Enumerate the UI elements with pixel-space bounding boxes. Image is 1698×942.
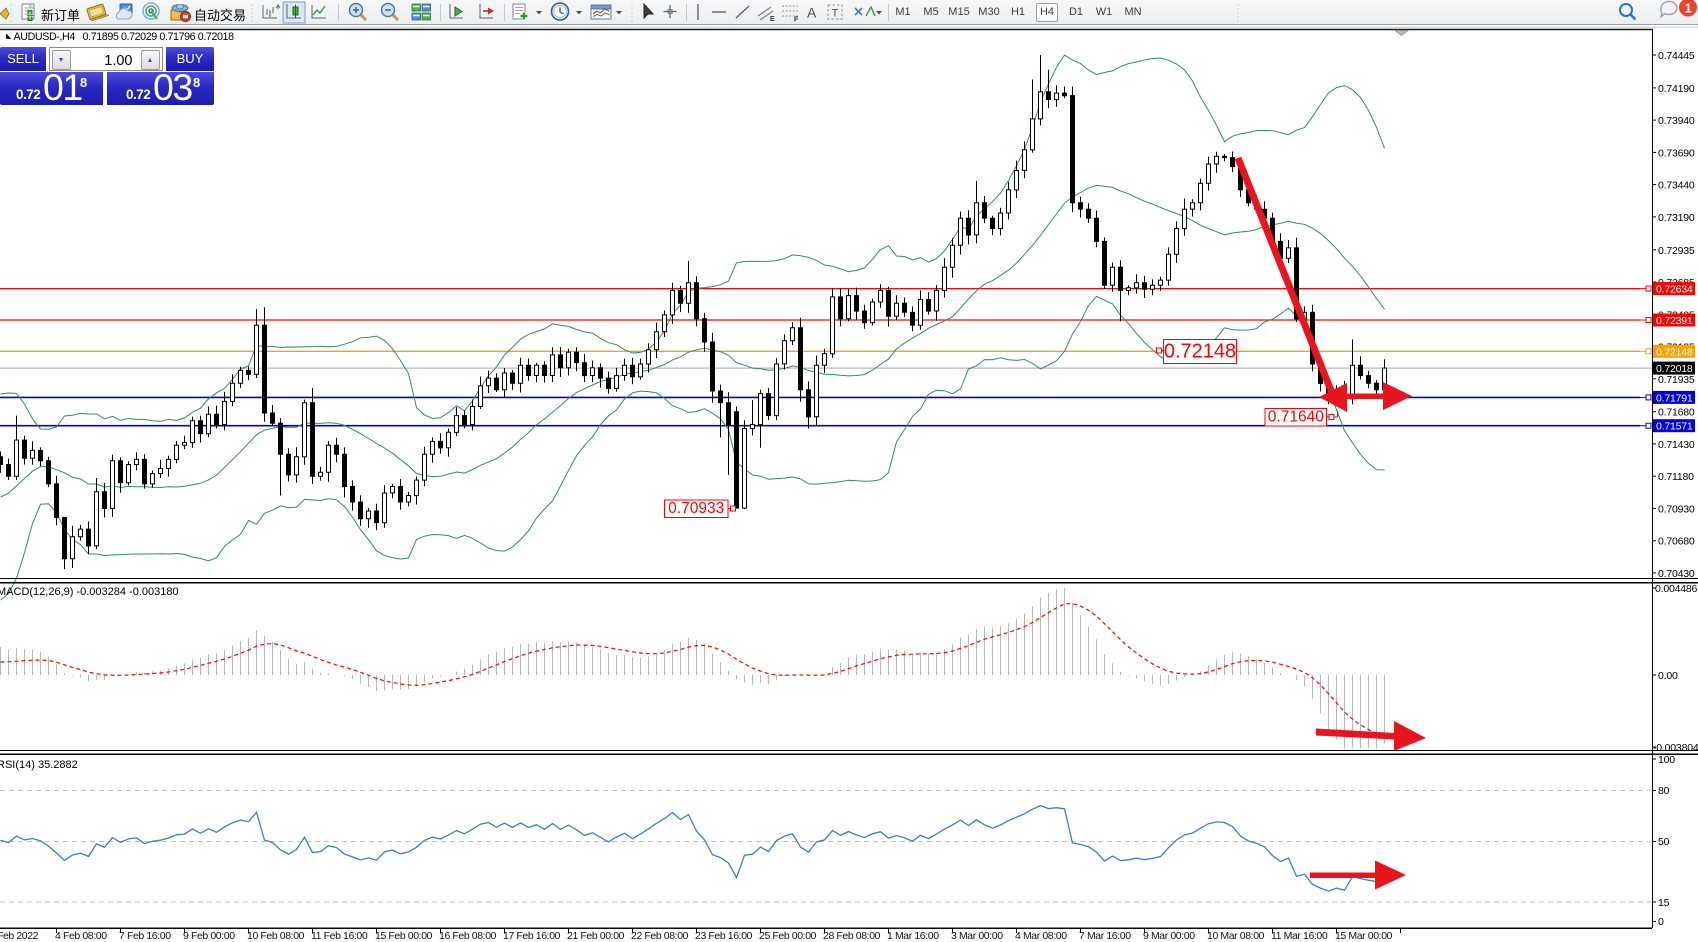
svg-text:28 Feb 08:00: 28 Feb 08:00 xyxy=(823,930,881,942)
svg-text:17 Feb 16:00: 17 Feb 16:00 xyxy=(503,930,561,942)
svg-text:7 Mar 16:00: 7 Mar 16:00 xyxy=(1079,930,1131,942)
svg-text:RSI(14) 35.2882: RSI(14) 35.2882 xyxy=(0,759,78,771)
svg-text:9 Mar 00:00: 9 Mar 00:00 xyxy=(1143,930,1195,942)
svg-text:E: E xyxy=(770,16,775,23)
svg-text:0.70680: 0.70680 xyxy=(1658,536,1695,548)
svg-text:4 Mar 08:00: 4 Mar 08:00 xyxy=(1015,930,1067,942)
svg-text:3 Feb 2022: 3 Feb 2022 xyxy=(0,930,39,942)
svg-text:15 Feb 00:00: 15 Feb 00:00 xyxy=(375,930,433,942)
svg-text:0.73190: 0.73190 xyxy=(1658,212,1695,224)
svg-text:3 Mar 00:00: 3 Mar 00:00 xyxy=(951,930,1003,942)
svg-text:0.73440: 0.73440 xyxy=(1658,180,1695,192)
svg-text:15: 15 xyxy=(1658,897,1670,909)
svg-text:-0.003804: -0.003804 xyxy=(1653,742,1698,754)
svg-text:22 Feb 08:00: 22 Feb 08:00 xyxy=(631,930,689,942)
svg-text:0.72018: 0.72018 xyxy=(1656,363,1693,375)
svg-text:0.73940: 0.73940 xyxy=(1658,115,1695,127)
svg-text:4 Feb 08:00: 4 Feb 08:00 xyxy=(55,930,107,942)
svg-text:0.74445: 0.74445 xyxy=(1658,50,1695,62)
svg-text:0.70430: 0.70430 xyxy=(1658,568,1695,580)
svg-text:0.71180: 0.71180 xyxy=(1658,471,1694,483)
svg-text:0.00: 0.00 xyxy=(1658,670,1678,682)
svg-text:0.72148: 0.72148 xyxy=(1656,346,1693,358)
svg-text:10 Mar 08:00: 10 Mar 08:00 xyxy=(1207,930,1265,942)
svg-text:7 Feb 16:00: 7 Feb 16:00 xyxy=(119,930,171,942)
svg-text:0.72148: 0.72148 xyxy=(1164,341,1236,363)
svg-text:23 Feb 16:00: 23 Feb 16:00 xyxy=(695,930,753,942)
svg-text:0.72391: 0.72391 xyxy=(1656,315,1693,327)
svg-text:0.72634: 0.72634 xyxy=(1656,284,1693,296)
svg-text:T: T xyxy=(832,8,839,20)
svg-text:25 Feb 00:00: 25 Feb 00:00 xyxy=(759,930,817,942)
svg-text:1: 1 xyxy=(1685,1,1692,16)
svg-text:0.74190: 0.74190 xyxy=(1658,83,1695,95)
svg-text:21 Feb 00:00: 21 Feb 00:00 xyxy=(567,930,625,942)
svg-text:0.71430: 0.71430 xyxy=(1658,439,1695,451)
svg-text:0.70930: 0.70930 xyxy=(1658,503,1695,515)
svg-text:15 Mar 00:00: 15 Mar 00:00 xyxy=(1335,930,1393,942)
svg-text:9 Feb 00:00: 9 Feb 00:00 xyxy=(183,930,235,942)
svg-text:0.71791: 0.71791 xyxy=(1656,392,1693,404)
svg-text:1 Mar 16:00: 1 Mar 16:00 xyxy=(887,930,939,942)
svg-text:11 Feb 16:00: 11 Feb 16:00 xyxy=(311,930,368,942)
svg-text:0.71935: 0.71935 xyxy=(1658,374,1695,386)
svg-text:0.72935: 0.72935 xyxy=(1658,245,1695,257)
svg-text:0: 0 xyxy=(1658,916,1664,928)
svg-text:50: 50 xyxy=(1658,836,1670,848)
svg-text:10 Feb 08:00: 10 Feb 08:00 xyxy=(247,930,305,942)
svg-text:F: F xyxy=(794,17,799,24)
svg-text:0.73690: 0.73690 xyxy=(1658,147,1695,159)
svg-text:0.71640: 0.71640 xyxy=(1268,409,1324,426)
svg-text:0.004486: 0.004486 xyxy=(1655,583,1698,595)
svg-text:0.70933: 0.70933 xyxy=(668,500,724,517)
svg-text:100: 100 xyxy=(1658,754,1675,766)
svg-text:0.71571: 0.71571 xyxy=(1656,421,1693,433)
svg-text:0.71680: 0.71680 xyxy=(1658,407,1695,419)
svg-text:16 Feb 08:00: 16 Feb 08:00 xyxy=(439,930,497,942)
svg-text:80: 80 xyxy=(1658,785,1670,797)
svg-text:11 Mar 16:00: 11 Mar 16:00 xyxy=(1271,930,1328,942)
svg-text:A: A xyxy=(807,5,817,21)
svg-text:MACD(12,26,9) -0.003284 -0.003: MACD(12,26,9) -0.003284 -0.003180 xyxy=(0,586,179,598)
